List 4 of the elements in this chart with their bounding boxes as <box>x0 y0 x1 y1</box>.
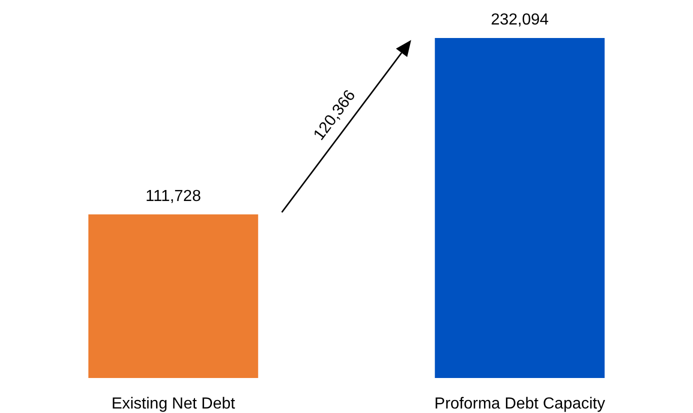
data-label: 111,728 <box>146 188 202 205</box>
x-tick-label: Proforma Debt Capacity <box>434 396 606 412</box>
data-label: 232,094 <box>490 12 549 28</box>
x-tick-label: Existing Net Debt <box>111 396 236 412</box>
